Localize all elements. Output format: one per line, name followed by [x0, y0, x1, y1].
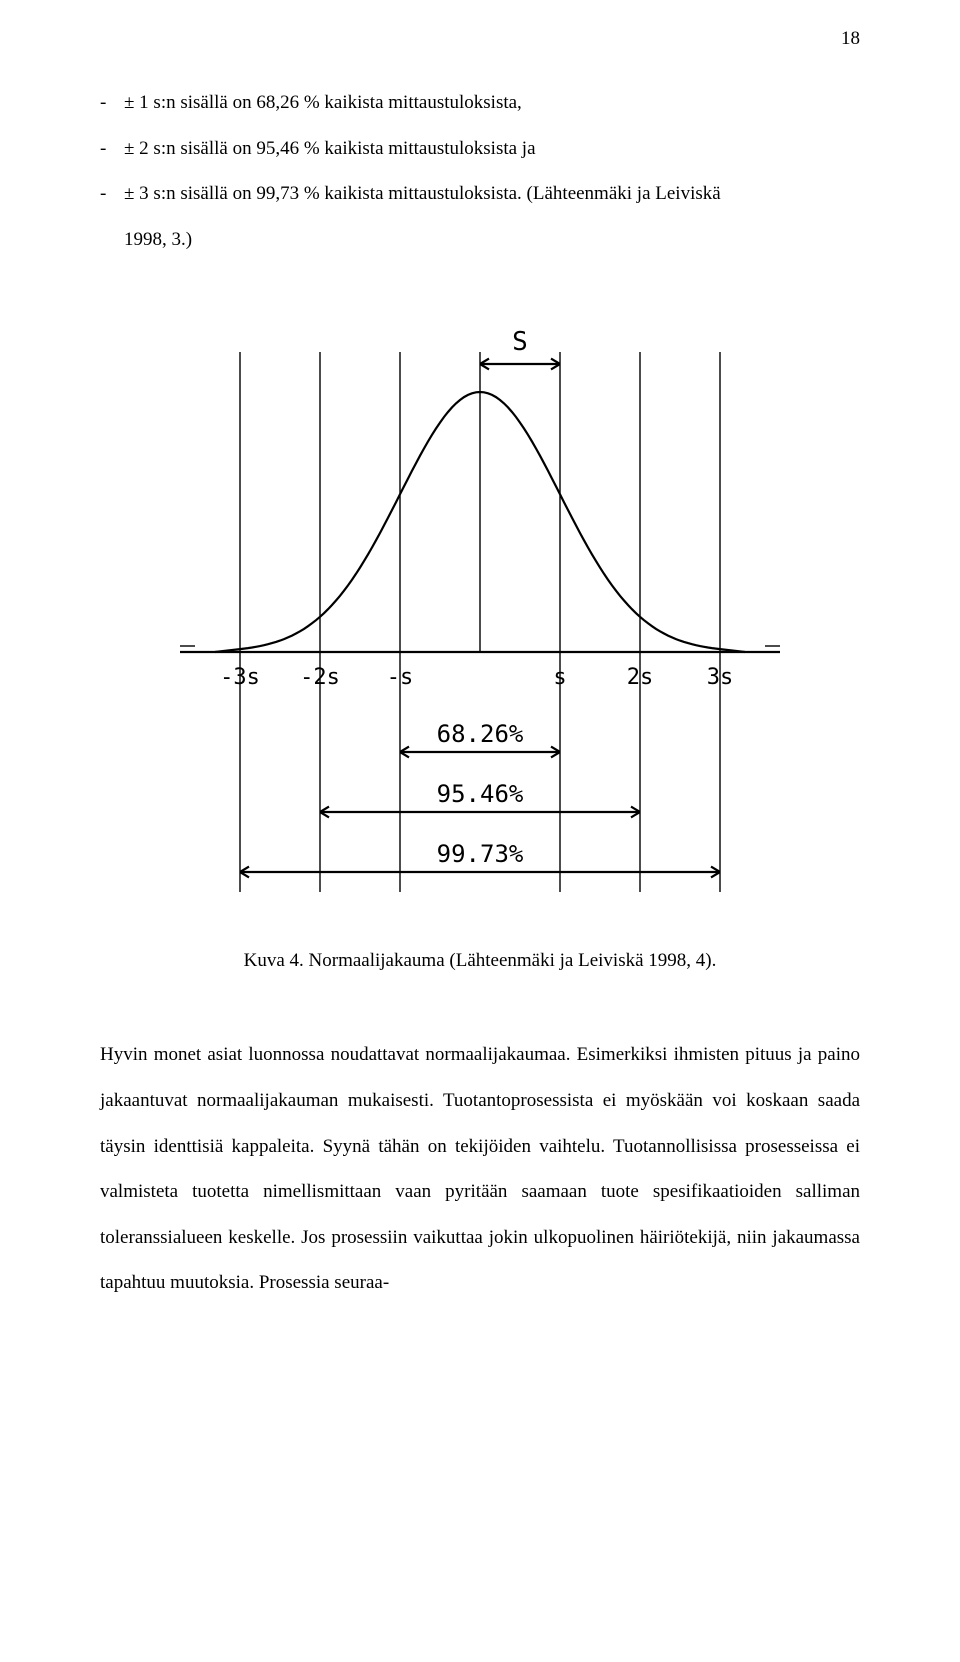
bullet-item: - ± 2 s:n sisällä on 95,46 % kaikista mi…	[100, 126, 860, 172]
svg-text:3s: 3s	[707, 665, 734, 690]
page: 18 - ± 1 s:n sisällä on 68,26 % kaikista…	[0, 0, 960, 1662]
bullet-item: - ± 1 s:n sisällä on 68,26 % kaikista mi…	[100, 80, 860, 126]
bullet-dash: -	[100, 171, 124, 217]
svg-text:2s: 2s	[627, 665, 654, 690]
bullet-list: - ± 1 s:n sisällä on 68,26 % kaikista mi…	[100, 80, 860, 262]
svg-text:-s: -s	[387, 665, 414, 690]
bullet-text: ± 1 s:n sisällä on 68,26 % kaikista mitt…	[124, 80, 522, 126]
figure-container: -3s -2s -s s 2s 3s S 68.26% 95.46% 99.73%	[100, 292, 860, 932]
bullet-text: ± 3 s:n sisällä on 99,73 % kaikista mitt…	[124, 171, 721, 217]
svg-text:-3s: -3s	[220, 665, 260, 690]
normal-distribution-figure: -3s -2s -s s 2s 3s S 68.26% 95.46% 99.73%	[140, 292, 820, 932]
bullet-dash: -	[100, 80, 124, 126]
bullet-tail: 1998, 3.)	[100, 217, 860, 263]
svg-text:68.26%: 68.26%	[437, 720, 524, 748]
body-paragraph: Hyvin monet asiat luonnossa noudattavat …	[100, 1032, 860, 1306]
figure-caption: Kuva 4. Normaalijakauma (Lähteenmäki ja …	[100, 950, 860, 972]
svg-text:s: s	[553, 665, 566, 690]
svg-text:-2s: -2s	[300, 665, 340, 690]
svg-text:S: S	[512, 327, 528, 357]
svg-text:99.73%: 99.73%	[437, 840, 524, 868]
bullet-text: ± 2 s:n sisällä on 95,46 % kaikista mitt…	[124, 126, 536, 172]
bullet-dash: -	[100, 126, 124, 172]
svg-text:95.46%: 95.46%	[437, 780, 524, 808]
bullet-item: - ± 3 s:n sisällä on 99,73 % kaikista mi…	[100, 171, 860, 217]
bullet-tail-text: 1998, 3.)	[124, 217, 192, 263]
page-number: 18	[841, 28, 860, 50]
